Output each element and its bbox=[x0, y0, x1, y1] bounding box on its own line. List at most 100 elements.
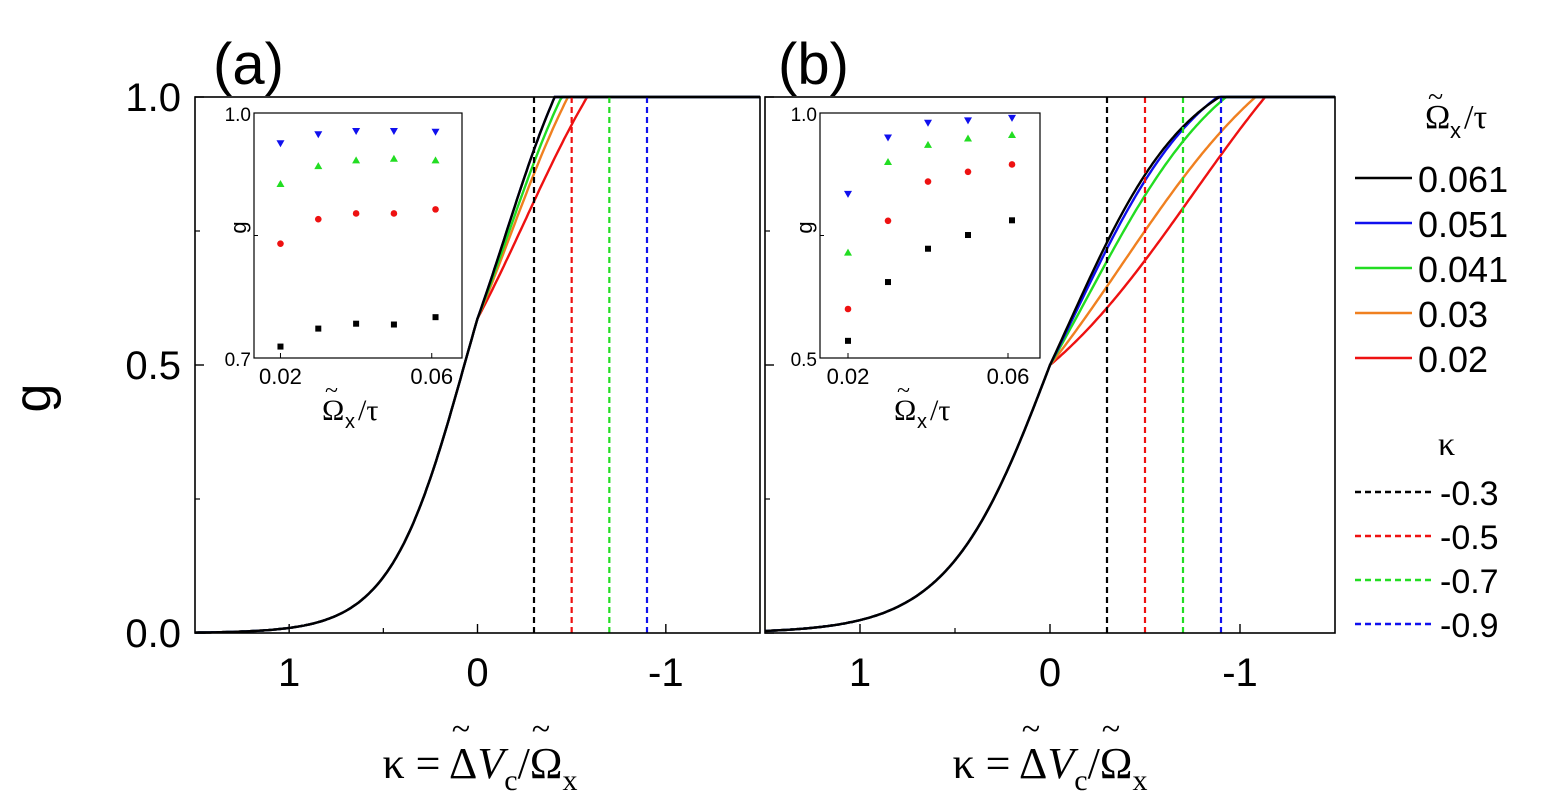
inset-point--0.9 bbox=[964, 117, 972, 125]
svg-text:~: ~ bbox=[897, 378, 910, 404]
panel-label-b: (b) bbox=[778, 32, 849, 97]
legend-kappa-label: -0.9 bbox=[1440, 607, 1499, 645]
inset-x-label: Ω~ x/τ bbox=[322, 378, 378, 433]
inset-point--0.3 bbox=[353, 320, 360, 327]
inset-x-label: Ω~ x/τ bbox=[894, 378, 950, 433]
inset-point--0.3 bbox=[1009, 217, 1015, 224]
inset-point--0.5 bbox=[277, 240, 284, 247]
legend-curve-label: 0.03 bbox=[1418, 294, 1488, 335]
legend-kappa-label: -0.3 bbox=[1440, 475, 1499, 513]
inset-point--0.3 bbox=[315, 325, 322, 332]
inset-point--0.3 bbox=[845, 337, 851, 344]
inset-frame bbox=[819, 112, 1041, 359]
svg-text:x: x bbox=[917, 411, 927, 433]
inset-point--0.9 bbox=[924, 119, 932, 127]
plot-frame bbox=[764, 96, 1336, 634]
inset-point--0.3 bbox=[277, 343, 284, 350]
inset-y-tick-label: 0.7 bbox=[225, 350, 251, 371]
inset-point--0.3 bbox=[925, 245, 931, 252]
panel-a-x-axis-label: κ = ΔVc/Ωx ~ ~ bbox=[382, 711, 577, 797]
inset-point--0.9 bbox=[431, 128, 440, 136]
svg-text:~: ~ bbox=[452, 711, 470, 748]
panel-label-a: (a) bbox=[213, 32, 284, 97]
inset-point--0.5 bbox=[390, 210, 398, 217]
plot-frame bbox=[194, 96, 761, 634]
svg-text:~: ~ bbox=[1022, 711, 1040, 748]
svg-text:Ω: Ω bbox=[1425, 99, 1450, 136]
panel-b-inset: 0.02 0.06 0.5 1.0 g Ω~ x/τ bbox=[791, 105, 1041, 433]
svg-text:κ = ΔVc/Ωx: κ = ΔVc/Ωx bbox=[952, 739, 1147, 797]
inset-point--0.3 bbox=[965, 232, 971, 239]
inset-x-tick-label: 0.02 bbox=[259, 364, 302, 389]
legend-kappa: -0.3 -0.5 -0.7 -0.9 bbox=[1355, 475, 1499, 645]
x-tick-label: -1 bbox=[648, 651, 684, 695]
svg-text:~: ~ bbox=[325, 378, 338, 404]
inset-y-tick-label: 1.0 bbox=[225, 105, 251, 126]
inset-y-label: g bbox=[792, 221, 817, 233]
inset-point--0.5 bbox=[924, 178, 932, 185]
x-tick-label: -1 bbox=[1222, 651, 1258, 695]
svg-text:x: x bbox=[345, 411, 355, 433]
legend-curve-label: 0.051 bbox=[1418, 204, 1508, 245]
inset-point--0.3 bbox=[432, 314, 439, 321]
inset-point--0.5 bbox=[844, 305, 852, 313]
x-tick-label: 0 bbox=[1039, 651, 1061, 695]
inset-point--0.7 bbox=[964, 134, 972, 142]
legend-kappa-title: κ bbox=[1438, 426, 1455, 463]
legend-curve-label: 0.02 bbox=[1418, 339, 1488, 380]
inset-point--0.9 bbox=[884, 134, 892, 142]
inset-frame bbox=[253, 112, 463, 359]
inset-point--0.7 bbox=[884, 158, 892, 165]
inset-point--0.9 bbox=[352, 127, 361, 135]
inset-point--0.3 bbox=[885, 279, 891, 286]
panel-a-plot-area: 1 0 -1 0.0 0.5 1.0 bbox=[125, 76, 761, 695]
y-axis-label: g bbox=[4, 384, 62, 413]
inset-point--0.7 bbox=[924, 140, 932, 148]
inset-point--0.7 bbox=[1008, 131, 1016, 139]
inset-point--0.7 bbox=[844, 248, 852, 256]
legend-kappa-label: -0.5 bbox=[1440, 519, 1499, 557]
svg-text:~: ~ bbox=[1102, 711, 1120, 748]
inset-point--0.5 bbox=[352, 210, 360, 217]
svg-text:Ω: Ω bbox=[322, 394, 344, 427]
panel-b-plot-area: 1 0 -1 bbox=[764, 95, 1336, 695]
legend-curve-label: 0.061 bbox=[1418, 159, 1508, 200]
inset-x-tick-label: 0.02 bbox=[827, 364, 870, 389]
legend-kappa-label: -0.7 bbox=[1440, 563, 1499, 601]
inset-point--0.5 bbox=[432, 206, 439, 213]
inset-point--0.7 bbox=[276, 180, 285, 188]
svg-text:~: ~ bbox=[532, 711, 550, 748]
svg-text:κ = ΔVc/Ωx: κ = ΔVc/Ωx bbox=[382, 739, 577, 797]
legend-curves-title: Ω ~ x /τ bbox=[1425, 82, 1487, 143]
panel-b: (b) 1 0 -1 κ = ΔVc/Ωx ~ ~ 0.02 0.06 0.5 1.0 g Ω… bbox=[764, 32, 1336, 797]
inset-point--0.5 bbox=[1008, 161, 1016, 168]
inset-y-tick-label: 0.5 bbox=[791, 350, 817, 371]
inset-point--0.7 bbox=[314, 162, 323, 170]
inset-y-label: g bbox=[226, 221, 251, 233]
inset-point--0.9 bbox=[844, 190, 852, 198]
x-tick-label: 0 bbox=[466, 651, 488, 695]
panel-a: (a) 1 0 -10.00.51.0 κ = ΔVc/Ωx ~ ~ 0.02 0.0… bbox=[125, 32, 761, 797]
panel-a-inset: 0.02 0.06 0.7 1.0 g Ω~ x/τ bbox=[225, 105, 463, 433]
inset-point--0.7 bbox=[389, 154, 398, 162]
svg-text:/τ: /τ bbox=[358, 394, 378, 427]
x-tick-label: 1 bbox=[849, 651, 871, 695]
legend-curve-label: 0.041 bbox=[1418, 249, 1508, 290]
panel-b-x-axis-label: κ = ΔVc/Ωx ~ ~ bbox=[952, 711, 1147, 797]
inset-point--0.9 bbox=[314, 131, 323, 139]
inset-point--0.5 bbox=[964, 168, 972, 176]
inset-x-tick-label: 0.06 bbox=[987, 364, 1030, 389]
inset-x-tick-label: 0.06 bbox=[410, 364, 453, 389]
svg-text:/τ: /τ bbox=[930, 394, 950, 427]
inset-point--0.9 bbox=[389, 127, 398, 135]
inset-point--0.5 bbox=[884, 217, 892, 225]
inset-y-tick-label: 1.0 bbox=[791, 105, 817, 126]
inset-point--0.5 bbox=[314, 215, 322, 223]
y-tick-label: 0.0 bbox=[125, 612, 181, 656]
x-tick-label: 1 bbox=[278, 651, 300, 695]
y-tick-label: 1.0 bbox=[125, 76, 181, 120]
svg-text:x: x bbox=[1450, 118, 1461, 143]
